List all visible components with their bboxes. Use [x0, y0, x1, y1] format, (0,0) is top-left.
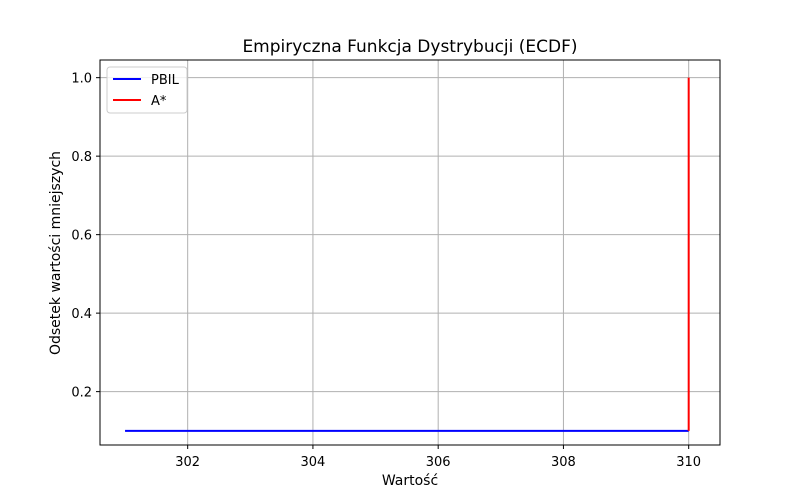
- y-tick-label: 1.0: [71, 72, 92, 87]
- y-tick-label: 0.8: [71, 150, 92, 165]
- legend-label-pbil: PBIL: [151, 73, 180, 88]
- x-tick-label: 310: [676, 455, 701, 470]
- y-axis-title: Odsetek wartości mniejszych: [48, 151, 64, 355]
- plot-series: [125, 77, 690, 432]
- legend: PBIL A*: [106, 66, 188, 114]
- x-tick-label: 306: [426, 455, 451, 470]
- y-tick-label: 0.2: [71, 386, 92, 401]
- grid: [100, 60, 720, 445]
- x-axis-title: Wartość: [382, 473, 438, 489]
- axis-ticks: 302 304 306 308 310 0.2 0.4 0.6 0.8 1.0: [71, 72, 701, 470]
- legend-label-astar: A*: [151, 94, 167, 109]
- x-tick-label: 302: [175, 455, 200, 470]
- y-tick-label: 0.6: [71, 229, 92, 244]
- x-tick-label: 308: [551, 455, 576, 470]
- chart-title: Empiryczna Funkcja Dystrybucji (ECDF): [242, 37, 577, 57]
- plot-frame: [99, 59, 721, 446]
- y-tick-label: 0.4: [71, 307, 92, 322]
- x-tick-label: 304: [301, 455, 326, 470]
